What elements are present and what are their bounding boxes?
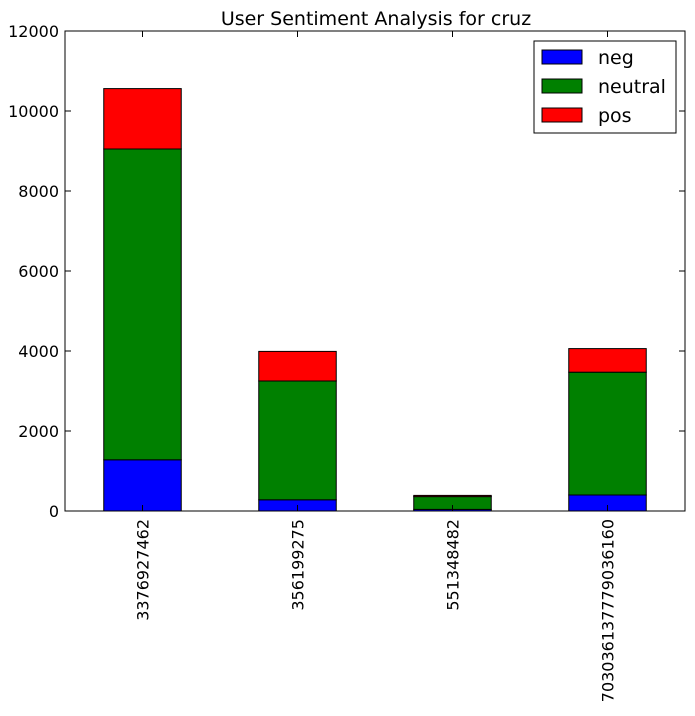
y-tick-label: 4000: [18, 342, 59, 361]
bar-pos-1: [258, 350, 337, 382]
legend: neg neutral pos: [533, 40, 677, 134]
bar-neutral-0: [103, 148, 182, 461]
y-tick-label: 12000: [8, 22, 59, 41]
y-tick-label: 2000: [18, 422, 59, 441]
bar-neg-0: [103, 459, 182, 512]
bar-pos-0: [103, 88, 182, 150]
chart-title: User Sentiment Analysis for cruz: [221, 8, 531, 30]
y-tick-label: 8000: [18, 182, 59, 201]
bar-pos-3: [568, 348, 647, 373]
y-axis: 0 2000 4000 6000 8000 10000 12000: [8, 22, 685, 521]
plot-frame: [64, 30, 686, 512]
legend-swatch-pos: [541, 107, 583, 123]
bars-group: [103, 88, 647, 512]
legend-label-neg: neg: [598, 47, 634, 69]
legend-label-neutral: neutral: [598, 76, 666, 98]
bar-neutral-3: [568, 371, 647, 496]
legend-label-pos: pos: [598, 105, 632, 127]
x-tick-label: 3376927462: [134, 519, 153, 621]
x-tick-label: 551348482: [444, 519, 463, 611]
legend-swatch-neg: [541, 49, 583, 65]
x-axis: 3376927462 356199275 551348482 703036137779…: [134, 31, 618, 702]
legend-swatch-neutral: [541, 78, 583, 94]
y-tick-label: 10000: [8, 102, 59, 121]
y-tick-label: 0: [49, 502, 59, 521]
x-tick-label: 356199275: [289, 519, 308, 611]
bar-pos-2: [413, 494, 492, 498]
bar-neutral-1: [258, 380, 337, 501]
x-tick-label: 703036137779036160: [599, 519, 618, 702]
y-tick-label: 6000: [18, 262, 59, 281]
